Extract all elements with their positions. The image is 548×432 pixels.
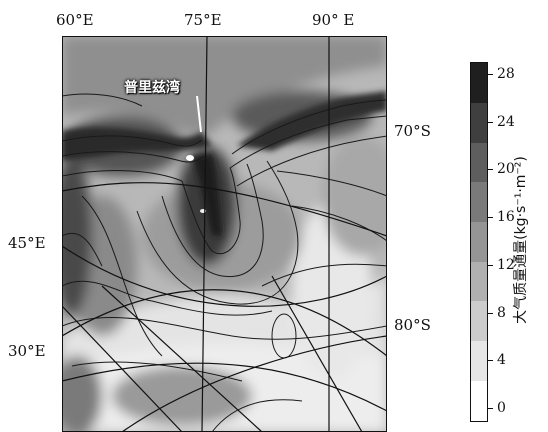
colorbar-tick-mark xyxy=(488,121,493,123)
colorbar-tick-label: 24 xyxy=(497,113,515,130)
colorbar-segment xyxy=(471,301,487,342)
colorbar-segment xyxy=(471,221,487,262)
colorbar-tick-label: 0 xyxy=(497,400,506,416)
colorbar-title: 大气质量通量(kg·s⁻¹·m⁻²) xyxy=(513,156,529,324)
colorbar-tick-mark xyxy=(488,312,493,314)
map-raster xyxy=(62,36,387,432)
colorbar-segment xyxy=(471,142,487,183)
colorbar-tick-mark xyxy=(488,217,493,219)
colorbar-tick-label: 4 xyxy=(497,352,506,369)
prydz-bay-label: 普里兹湾 xyxy=(124,80,180,96)
lon-label-90e: 90° E xyxy=(312,11,355,29)
map-border xyxy=(62,36,387,432)
lat-label-70s: 70°S xyxy=(394,122,431,140)
colorbar-tick-mark xyxy=(488,408,493,409)
lon-label-30e: 30°E xyxy=(8,342,46,360)
lon-label-45e: 45°E xyxy=(8,234,46,252)
map-panel xyxy=(62,36,387,432)
colorbar-segment xyxy=(471,380,487,421)
colorbar xyxy=(470,62,488,422)
colorbar-tick-label: 16 xyxy=(497,209,515,226)
colorbar-tick-mark xyxy=(488,360,493,362)
colorbar-segment xyxy=(471,182,487,223)
colorbar-tick-label: 8 xyxy=(497,304,506,321)
colorbar-tick-label: 12 xyxy=(497,256,515,273)
lon-label-75e: 75°E xyxy=(184,11,222,29)
colorbar-tick-mark xyxy=(488,169,493,171)
colorbar-tick-label: 20 xyxy=(497,161,515,178)
colorbar-segment xyxy=(471,63,487,104)
colorbar-segment xyxy=(471,340,487,381)
lat-label-80s: 80°S xyxy=(394,316,431,334)
colorbar-tick-label: 28 xyxy=(497,65,515,82)
colorbar-tick-mark xyxy=(488,73,493,75)
colorbar-segment xyxy=(471,261,487,302)
colorbar-segment xyxy=(471,102,487,143)
lon-label-60e: 60°E xyxy=(56,11,94,29)
colorbar-tick-mark xyxy=(488,264,493,266)
